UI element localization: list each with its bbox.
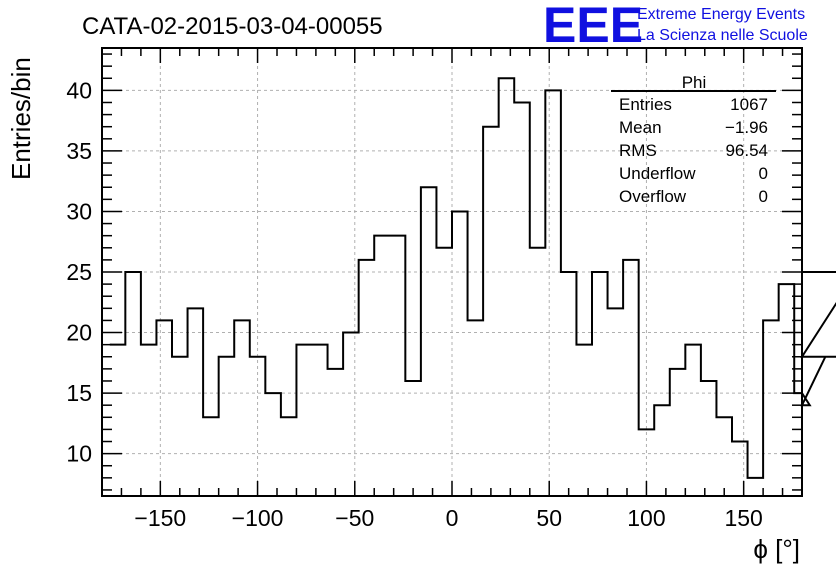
- stats-value: −1.96: [725, 118, 768, 137]
- histogram-bin: [561, 272, 577, 496]
- eee-logo: EEE: [543, 0, 643, 53]
- x-tick-label: 0: [446, 505, 459, 531]
- x-axis-title: ϕ [°]: [753, 534, 800, 564]
- x-tick-label: 150: [724, 505, 762, 531]
- histogram-bin: [359, 260, 375, 496]
- stats-label: Entries: [619, 95, 672, 114]
- histogram-bin: [545, 90, 561, 496]
- stats-value: 96.54: [725, 141, 768, 160]
- histogram-bin: [421, 187, 437, 496]
- y-tick-label: 25: [66, 259, 92, 285]
- stats-label: RMS: [619, 141, 657, 160]
- y-tick-label: 10: [66, 441, 92, 467]
- histogram-bin: [265, 393, 281, 496]
- histogram-bin: [234, 320, 250, 496]
- tick-labels: −150 −100 −50 0 50 100 150 10 15 20 25 30 35 40: [66, 77, 762, 531]
- histogram-bin: [701, 381, 717, 496]
- stats-box: Phi Entries 1067 Mean −1.96 RMS 96.54 Underflo…: [611, 73, 776, 206]
- histogram-bin: [328, 369, 344, 496]
- y-tick-label: 30: [66, 198, 92, 224]
- stats-value: 0: [759, 164, 768, 183]
- eee-branding: EEE Extreme Energy Events La Scienza nel…: [543, 0, 808, 53]
- stats-rows: Entries 1067 Mean −1.96 RMS 96.54 Underflow 0 Ov…: [619, 95, 768, 206]
- histogram-bin: [716, 417, 732, 496]
- histogram-bin: [125, 272, 141, 496]
- stats-value: 1067: [730, 95, 768, 114]
- y-tick-label: 15: [66, 380, 92, 406]
- histogram-bin: [250, 357, 266, 496]
- histogram-bin: [608, 308, 624, 496]
- histogram-bin: [343, 333, 359, 496]
- histogram-bin: [732, 442, 748, 496]
- histogram-bin: [530, 248, 546, 496]
- histogram-bin: [576, 345, 592, 496]
- x-tick-label: −150: [134, 505, 186, 531]
- histogram-bin: [748, 478, 764, 496]
- histogram-layer: [109, 77, 836, 496]
- chart-title: CATA-02-2015-03-04-00055: [82, 13, 383, 40]
- histogram-bin: [468, 320, 484, 496]
- histogram-bin: [110, 345, 126, 496]
- histogram-bin: [763, 320, 779, 496]
- histogram-bin: [794, 393, 802, 496]
- histogram-bin: [188, 308, 204, 496]
- histogram-bin: [623, 260, 639, 496]
- y-axis-title: Entries/bin: [6, 57, 36, 180]
- branding-line-1: Extreme Energy Events: [637, 6, 805, 23]
- histogram-bin: [219, 357, 235, 496]
- x-tick-label: −100: [232, 505, 284, 531]
- histogram-bin: [452, 211, 468, 496]
- y-tick-label: 40: [66, 77, 92, 103]
- histogram-bin: [172, 357, 188, 496]
- stats-label: Mean: [619, 118, 662, 137]
- histogram-bin: [281, 417, 297, 496]
- histogram-bin: [499, 78, 515, 496]
- stats-label: Overflow: [619, 187, 687, 206]
- histogram-bin: [141, 345, 157, 496]
- y-tick-label: 35: [66, 138, 92, 164]
- histogram-bin: [405, 381, 421, 496]
- stats-value: 0: [759, 187, 768, 206]
- histogram-bin: [670, 369, 686, 496]
- histogram-bin: [592, 272, 608, 496]
- histogram-line: [109, 77, 836, 479]
- histogram-bin: [203, 417, 219, 496]
- histogram-bin: [156, 320, 172, 496]
- histogram-bin: [779, 284, 795, 496]
- x-tick-label: −50: [335, 505, 374, 531]
- stats-label: Underflow: [619, 164, 696, 183]
- axes-frame: [101, 47, 803, 497]
- histogram-bin: [374, 236, 390, 496]
- histogram-bin: [436, 248, 452, 496]
- y-tick-label: 20: [66, 320, 92, 346]
- histogram-bin: [390, 236, 406, 496]
- x-tick-label: 50: [536, 505, 562, 531]
- branding-line-2: La Scienza nelle Scuole: [637, 27, 808, 44]
- histogram-bin: [654, 405, 670, 496]
- stats-title: Phi: [682, 73, 707, 92]
- histogram-bin: [685, 345, 701, 496]
- histogram-bin: [296, 345, 312, 496]
- x-tick-label: 100: [627, 505, 665, 531]
- histogram-bin: [312, 345, 328, 496]
- histogram-bin: [514, 102, 530, 496]
- histogram-bin: [483, 127, 499, 496]
